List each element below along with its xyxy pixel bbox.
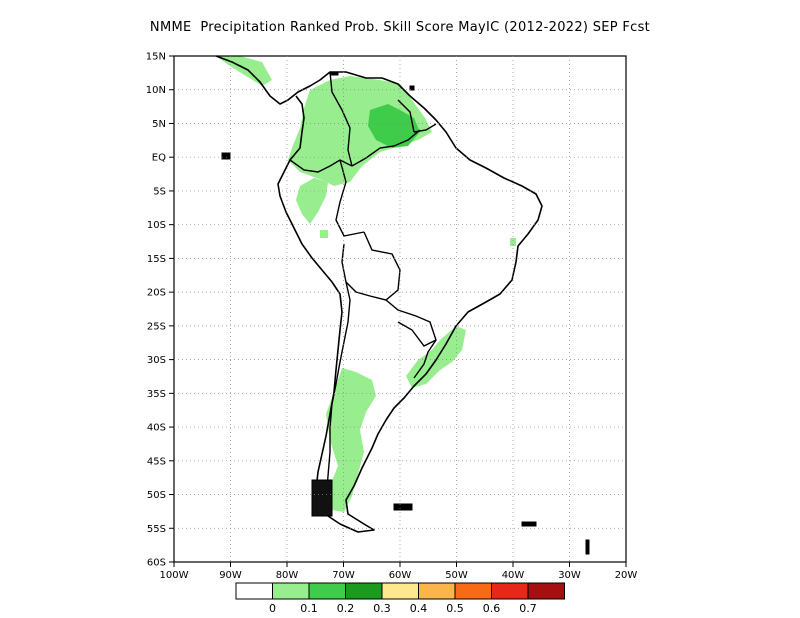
colorbar-swatch [235, 582, 273, 600]
colorbar: 0 0.1 0.2 0.3 0.4 0.5 0.6 0.7 [235, 582, 565, 615]
colorbar-swatch [491, 582, 529, 600]
skill-region-south-brazil [406, 326, 466, 388]
border-chile-argentina [325, 281, 351, 501]
colorbar-label: 0 [269, 602, 276, 615]
lon-label: 20W [615, 570, 638, 581]
lat-label: 35S [147, 389, 166, 400]
skill-region-isthmus-light [216, 56, 272, 86]
skill-region-argentina [326, 368, 376, 512]
lon-label: 50W [445, 570, 468, 581]
skill-region-peru [296, 178, 328, 224]
colorbar-label: 0.2 [337, 602, 355, 615]
colorbar-label: 0.3 [373, 602, 391, 615]
map-title: NMME Precipitation Ranked Prob. Skill Sc… [149, 20, 651, 35]
country-borders [289, 71, 437, 501]
lon-label: 100W [160, 570, 189, 581]
galapagos [221, 152, 231, 160]
skill-region-north-light [288, 76, 432, 186]
trinidad [409, 85, 415, 91]
colorbar-swatch [381, 582, 419, 600]
south-america-coastline [215, 55, 543, 533]
lat-label: 25S [147, 321, 166, 332]
falklands [393, 503, 413, 511]
south-georgia [521, 521, 537, 527]
lat-label: 10N [146, 85, 166, 96]
lat-label: 15S [147, 254, 166, 265]
coastline [215, 55, 543, 533]
colorbar-label: 0.5 [446, 602, 464, 615]
skill-region-north-mid [368, 104, 420, 148]
lat-label: 50S [147, 490, 166, 501]
lon-label: 80W [276, 570, 299, 581]
border-ecuador-peru [289, 159, 353, 173]
colorbar-swatch [272, 582, 310, 600]
lat-label: 20S [147, 288, 166, 299]
caribbean-island [329, 71, 339, 76]
border-venezuela-brazil [351, 129, 421, 167]
lon-label: 90W [219, 570, 242, 581]
border-bolivia [341, 231, 401, 301]
skill-region-peru-small [320, 230, 328, 238]
colorbar-swatch [345, 582, 383, 600]
latitude-labels: 15N 10N 5N EQ 5S 10S 15S 20S 25S 30S 35S 40S 45S 50S 5… [146, 52, 174, 569]
colorbar-label: 0.7 [519, 602, 537, 615]
lon-label: 40W [502, 570, 525, 581]
border-paraguay [385, 299, 437, 347]
lat-label: 30S [147, 355, 166, 366]
lon-label: 70W [332, 570, 355, 581]
colorbar-label: 0.4 [410, 602, 428, 615]
lat-label: 55S [147, 524, 166, 535]
colorbar-swatch [527, 582, 565, 600]
skill-shading [216, 56, 516, 512]
colorbar-swatch [418, 582, 456, 600]
sandwich-islands [585, 539, 590, 555]
lat-label: 40S [147, 423, 166, 434]
lon-label: 60W [389, 570, 412, 581]
colorbar-label: 0.1 [300, 602, 318, 615]
colorbar-swatch [308, 582, 346, 600]
lat-label: 15N [146, 52, 166, 63]
border-guianas [397, 99, 437, 133]
colorbar-label: 0.6 [483, 602, 501, 615]
islands [221, 71, 590, 555]
lat-label: 45S [147, 456, 166, 467]
map-grid [174, 56, 626, 562]
colorbar-swatch [454, 582, 492, 600]
border-argentina-brazil [413, 339, 437, 379]
lat-label: 10S [147, 220, 166, 231]
lon-label: 30W [558, 570, 581, 581]
lat-label: 60S [147, 558, 166, 569]
lat-label: 5N [152, 119, 166, 130]
lat-label: 5S [153, 186, 166, 197]
longitude-labels: 100W 90W 80W 70W 60W 50W 40W 30W 20W [160, 562, 638, 581]
border-colombia-venezuela [329, 71, 353, 167]
skill-region-ne-brazil [510, 238, 516, 246]
tierra-del-fuego [311, 479, 333, 517]
lat-label: EQ [152, 153, 166, 164]
border-peru-brazil [335, 159, 365, 237]
